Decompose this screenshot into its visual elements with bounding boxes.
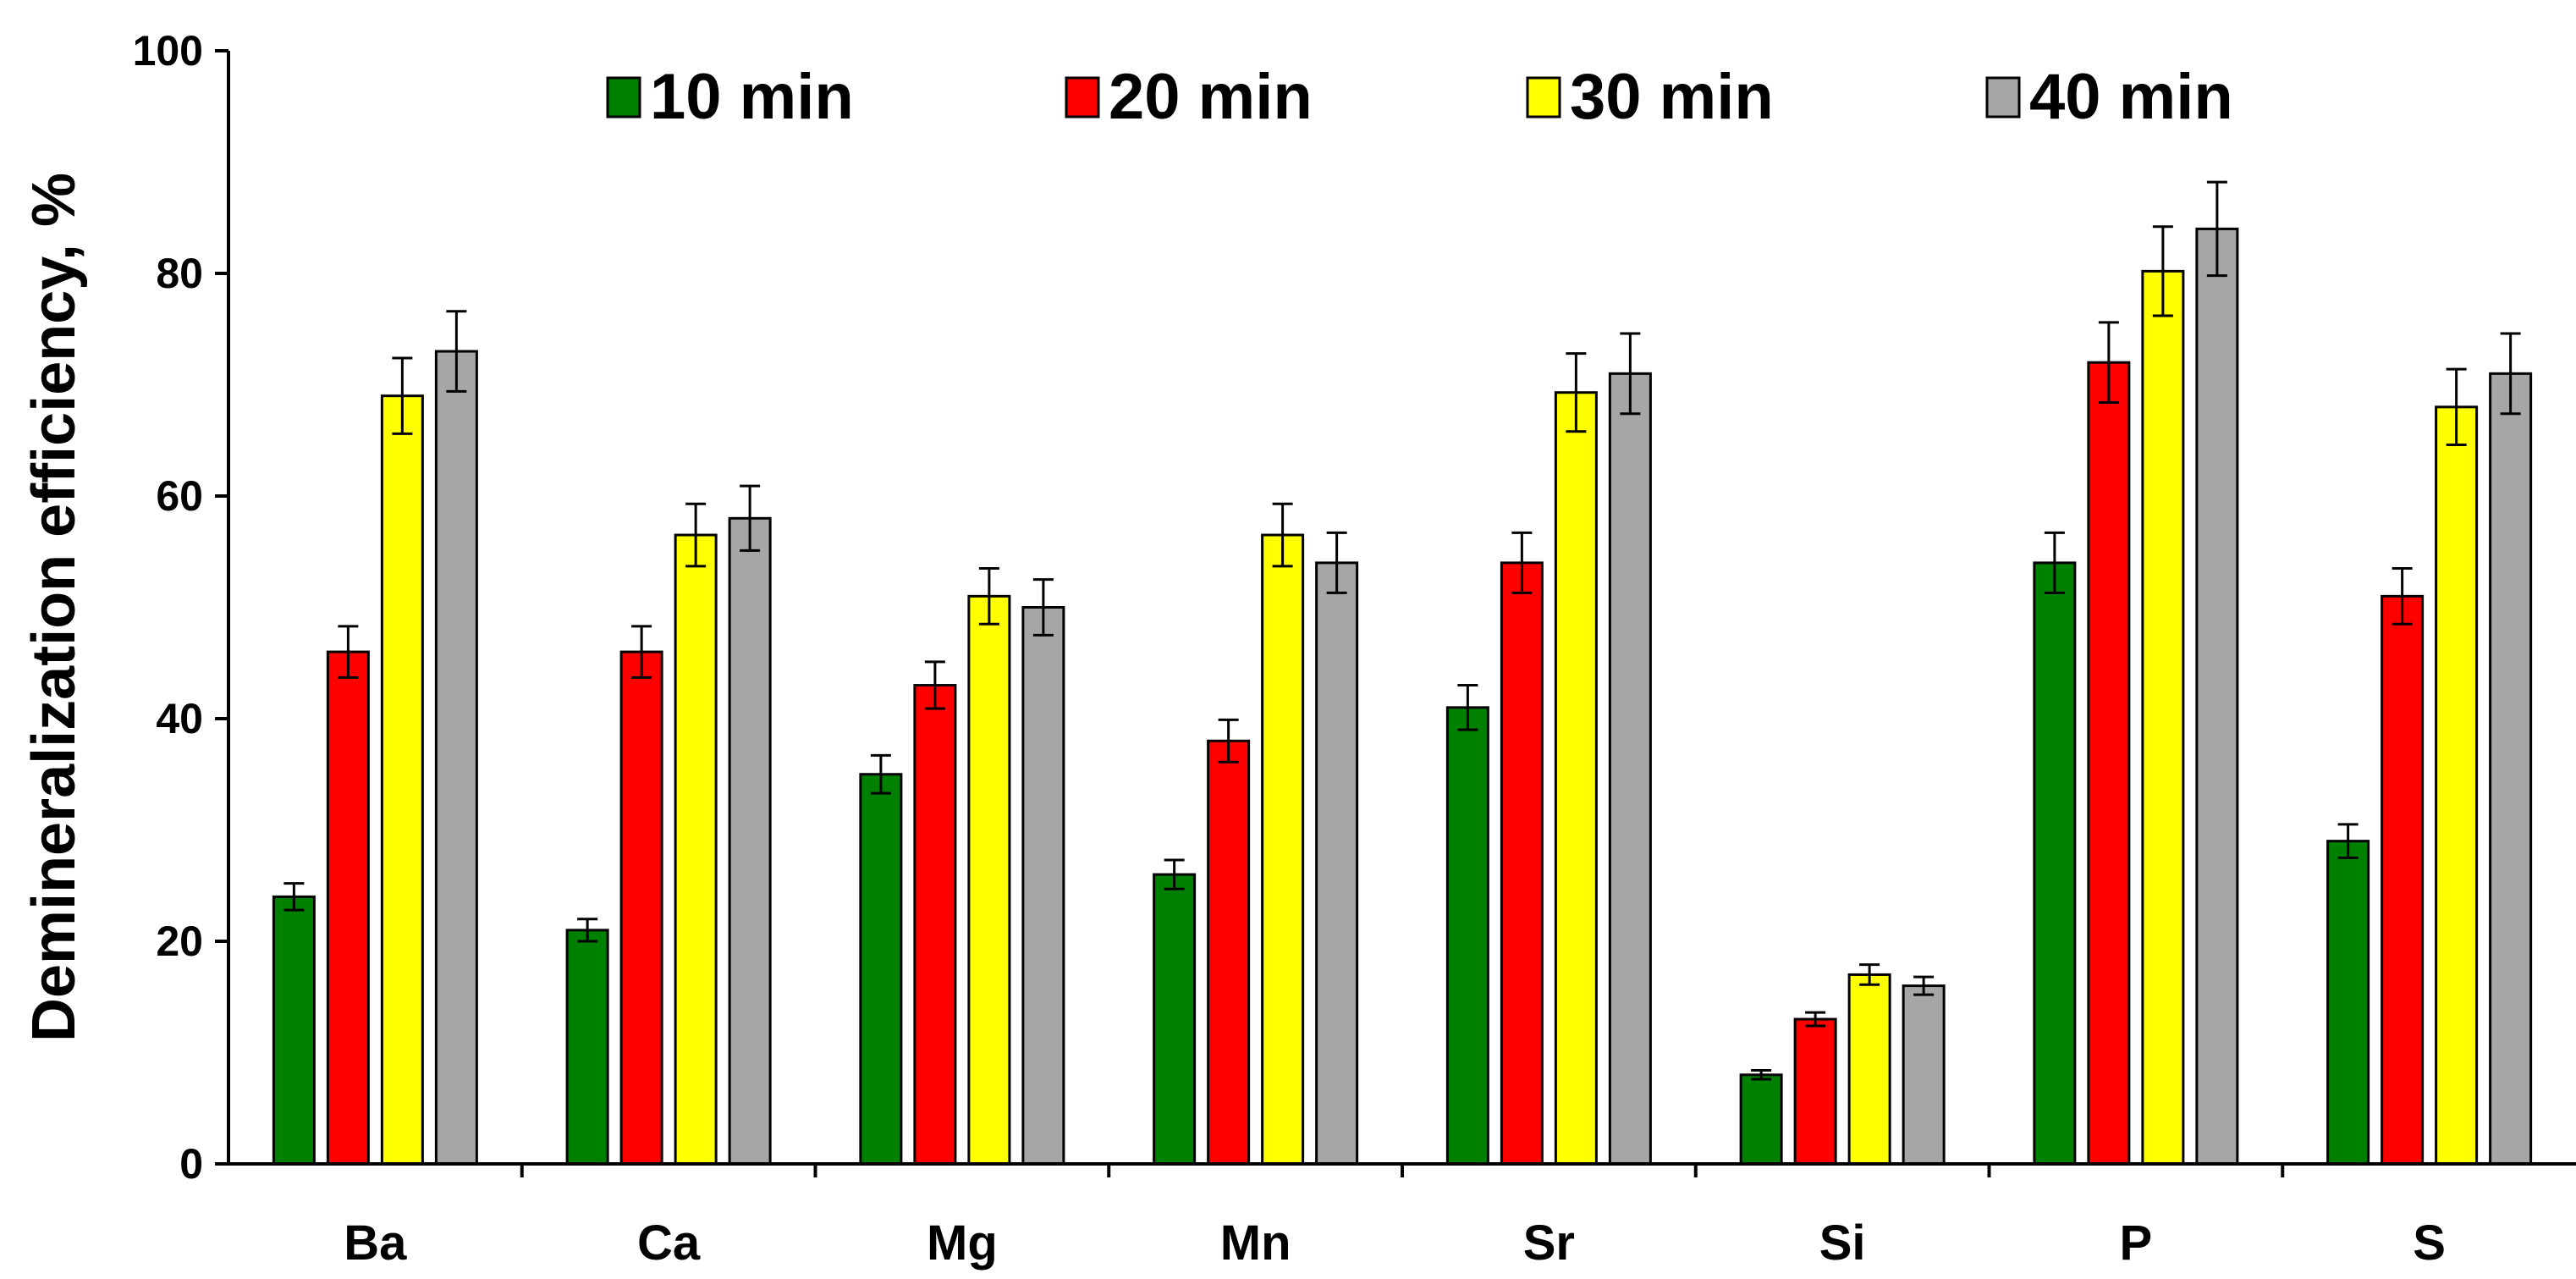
x-tick-label-ca: Ca — [637, 1216, 701, 1271]
legend: 10 min 20 min 30 min 40 min — [606, 61, 2233, 133]
x-tick-label-s: S — [2413, 1216, 2446, 1271]
error-bar-p-40-min — [2206, 180, 2227, 278]
error-bar-s-30-min — [2446, 367, 2467, 447]
y-tick-label-0: 0 — [179, 1140, 203, 1188]
legend-label-40-min: 40 min — [2029, 61, 2233, 133]
x-tick-label-sr: Sr — [1523, 1216, 1575, 1271]
legend-swatch-40-min — [1985, 76, 2021, 119]
error-bar-mg-20-min — [924, 660, 945, 710]
bar-si-30-min — [1847, 973, 1891, 1166]
error-bar-s-10-min — [2337, 823, 2359, 859]
bars-group — [272, 180, 2533, 1166]
x-tick-label-mn: Mn — [1220, 1216, 1291, 1271]
bar-mn-40-min — [1315, 561, 1359, 1166]
error-bar-sr-20-min — [1511, 531, 1533, 594]
bar-ba-20-min — [326, 650, 370, 1166]
legend-swatch-10-min — [606, 76, 641, 119]
y-tick-label-20: 20 — [156, 918, 203, 965]
bar-mg-20-min — [913, 684, 957, 1166]
bar-ca-40-min — [728, 516, 772, 1166]
error-bar-ba-40-min — [446, 310, 467, 393]
bar-si-20-min — [1793, 1017, 1837, 1166]
bar-sr-30-min — [1554, 391, 1598, 1166]
error-bar-si-10-min — [1751, 1069, 1772, 1081]
y-tick-label-60: 60 — [156, 472, 203, 520]
y-axis-title: Demineralization efficiency, % — [20, 173, 88, 1042]
bar-s-10-min — [2326, 840, 2370, 1166]
bar-mn-20-min — [1207, 739, 1251, 1166]
error-bar-si-40-min — [1913, 975, 1935, 996]
error-bar-sr-10-min — [1457, 684, 1478, 731]
bar-mg-40-min — [1021, 606, 1065, 1166]
error-bar-p-20-min — [2098, 321, 2119, 405]
bar-s-40-min — [2489, 372, 2533, 1166]
y-tick-label-100: 100 — [133, 27, 203, 74]
bar-ba-30-min — [380, 394, 424, 1166]
bar-mn-30-min — [1261, 533, 1305, 1166]
x-tick-label-si: Si — [1819, 1216, 1866, 1271]
bar-s-30-min — [2435, 405, 2479, 1166]
error-bar-p-10-min — [2044, 531, 2065, 594]
bar-si-40-min — [1902, 984, 1946, 1166]
error-bar-mn-10-min — [1164, 858, 1185, 890]
error-bar-sr-40-min — [1620, 332, 1641, 416]
y-tick-label-80: 80 — [156, 250, 203, 297]
error-bar-s-40-min — [2500, 332, 2521, 416]
bar-mg-30-min — [967, 594, 1011, 1166]
bar-ca-10-min — [565, 929, 609, 1166]
y-tick-label-40: 40 — [156, 695, 203, 742]
legend-label-30-min: 30 min — [1570, 61, 1774, 133]
bar-s-20-min — [2381, 594, 2425, 1166]
bar-sr-20-min — [1500, 561, 1544, 1166]
error-bar-ba-30-min — [392, 356, 413, 435]
bar-p-10-min — [2033, 561, 2077, 1166]
error-bar-ca-30-min — [685, 502, 707, 568]
error-bar-mg-10-min — [870, 753, 891, 795]
bar-si-10-min — [1739, 1073, 1783, 1166]
x-tick-label-p: P — [2120, 1216, 2153, 1271]
error-bar-si-20-min — [1805, 1011, 1826, 1028]
bar-ba-10-min — [272, 895, 316, 1166]
error-bar-ca-40-min — [740, 484, 761, 552]
bar-mn-10-min — [1153, 873, 1197, 1166]
error-bar-mg-30-min — [978, 566, 999, 626]
legend-swatch-20-min — [1065, 76, 1100, 119]
error-bar-s-20-min — [2392, 566, 2413, 626]
bar-ca-30-min — [674, 533, 718, 1166]
axes-group: Ba Ca Mg Mn Sr Si P S 0 20 40 60 80 100 — [133, 27, 2576, 1271]
error-bar-mg-40-min — [1032, 578, 1054, 637]
x-tick-label-mg: Mg — [927, 1216, 998, 1271]
error-bar-mn-40-min — [1326, 531, 1347, 594]
error-bar-mn-20-min — [1218, 718, 1239, 764]
legend-label-20-min: 20 min — [1109, 61, 1313, 133]
error-bar-sr-30-min — [1566, 352, 1587, 433]
legend-label-10-min: 10 min — [650, 61, 854, 133]
error-bar-p-30-min — [2152, 225, 2173, 317]
bar-sr-40-min — [1608, 372, 1652, 1166]
legend-swatch-30-min — [1526, 76, 1561, 119]
x-tick-label-ba: Ba — [344, 1216, 407, 1271]
error-bar-ba-20-min — [338, 625, 359, 679]
bar-p-20-min — [2087, 361, 2131, 1166]
bar-sr-10-min — [1445, 706, 1489, 1166]
error-bar-si-30-min — [1859, 963, 1880, 986]
bar-p-30-min — [2141, 269, 2185, 1166]
bar-ba-40-min — [434, 350, 478, 1166]
bar-mg-10-min — [859, 773, 903, 1166]
bar-p-40-min — [2195, 227, 2239, 1166]
bar-ca-20-min — [619, 650, 663, 1166]
error-bar-ca-20-min — [631, 625, 652, 679]
error-bar-ba-10-min — [283, 882, 305, 912]
error-bar-ca-10-min — [577, 918, 598, 943]
error-bar-mn-30-min — [1272, 502, 1293, 568]
